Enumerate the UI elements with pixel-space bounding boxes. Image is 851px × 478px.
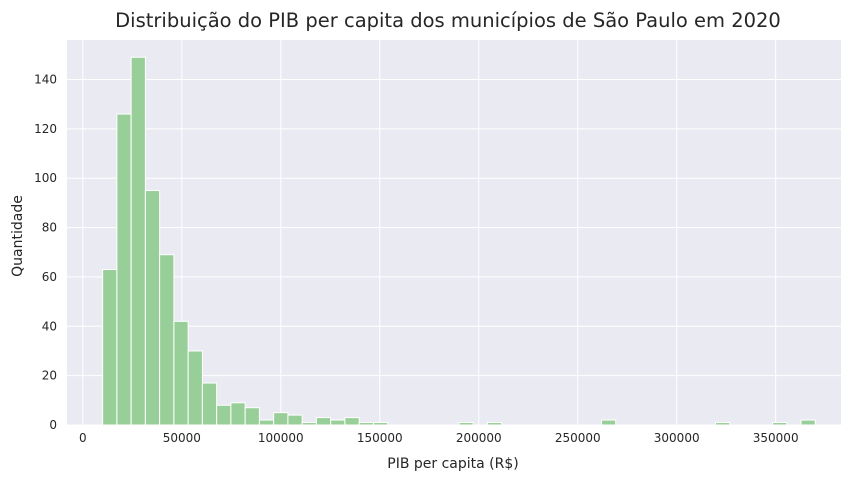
y-tick-label: 120 (34, 122, 57, 136)
x-axis-ticks: 0 50000 100000 150000 200000 250000 300000 3500… (79, 431, 799, 445)
histogram-bar (372, 422, 389, 426)
histogram-bar (258, 419, 275, 426)
histogram-bar (244, 407, 260, 426)
histogram-bar (187, 350, 203, 426)
histogram-bar (458, 422, 474, 426)
histogram-bars (102, 56, 816, 426)
histogram-bar (201, 382, 218, 426)
x-tick-label: 250000 (555, 431, 601, 445)
histogram-bar (714, 422, 731, 426)
chart-title: Distribuição do PIB per capita dos munic… (115, 9, 781, 32)
x-tick-label: 150000 (357, 431, 403, 445)
histogram-bar (116, 113, 132, 426)
y-tick-label: 0 (49, 418, 57, 432)
histogram-bar (287, 414, 303, 426)
x-tick-label: 50000 (163, 431, 201, 445)
histogram-bar (102, 269, 118, 426)
y-tick-label: 40 (42, 319, 57, 333)
histogram-bar (159, 254, 175, 426)
histogram-bar (315, 417, 332, 426)
histogram-bar (144, 190, 161, 426)
histogram-bar (344, 417, 360, 426)
histogram-bar (230, 402, 246, 426)
histogram-bar (216, 404, 232, 426)
histogram-bar (130, 56, 146, 426)
x-tick-label: 0 (79, 431, 87, 445)
histogram-bar (486, 422, 503, 426)
y-axis-ticks: 0 20 40 60 80 100 120 140 (34, 72, 57, 432)
y-tick-label: 20 (42, 369, 57, 383)
histogram-bar (301, 422, 317, 426)
x-tick-label: 200000 (456, 431, 502, 445)
y-tick-label: 60 (42, 270, 57, 284)
y-tick-label: 100 (34, 171, 57, 185)
histogram-bar (173, 320, 189, 426)
y-axis-label: Quantidade (10, 195, 26, 277)
histogram-bar (600, 419, 617, 426)
histogram-bar (800, 419, 816, 426)
histogram-bar (273, 412, 289, 426)
histogram-bar (330, 419, 346, 426)
x-tick-label: 350000 (753, 431, 799, 445)
x-axis-label: PIB per capita (R$) (387, 456, 518, 472)
y-tick-label: 80 (42, 221, 57, 235)
x-tick-label: 100000 (258, 431, 304, 445)
x-tick-label: 300000 (654, 431, 700, 445)
histogram-bar (358, 422, 374, 426)
histogram-bar (772, 422, 788, 426)
y-tick-label: 140 (34, 72, 57, 86)
